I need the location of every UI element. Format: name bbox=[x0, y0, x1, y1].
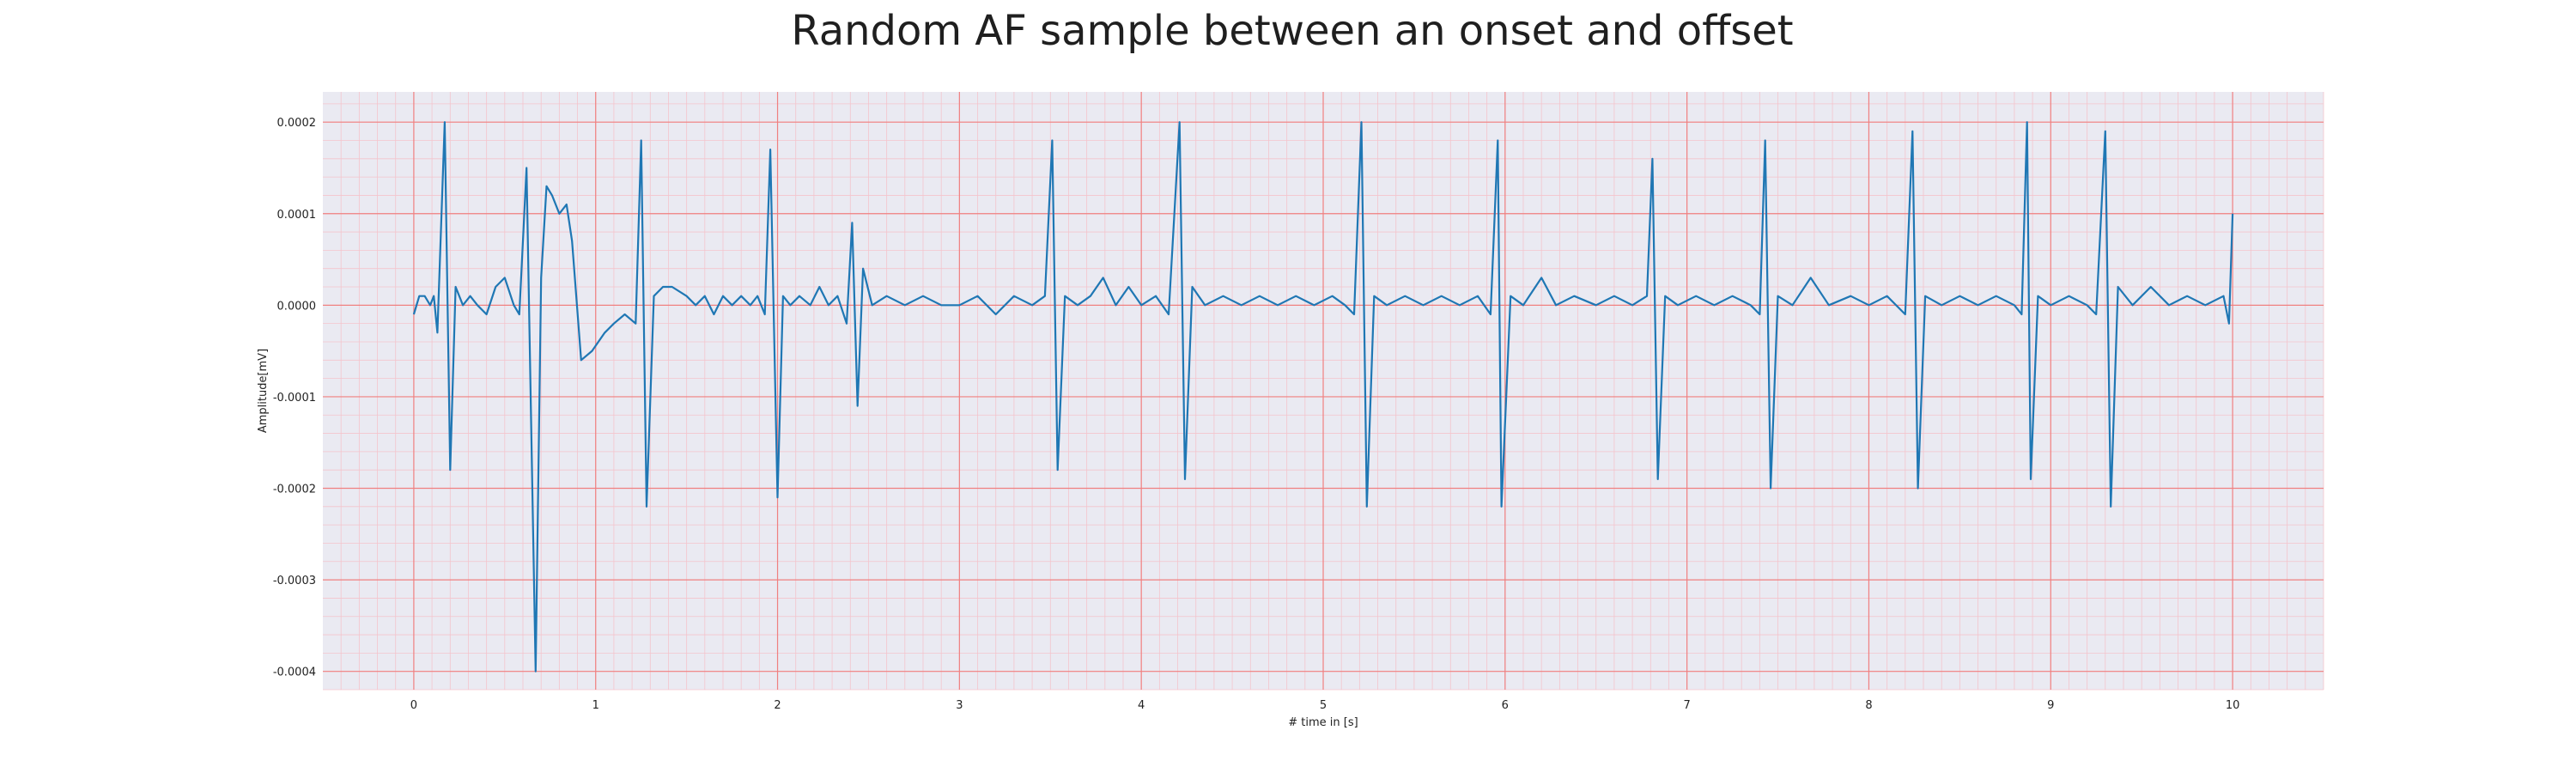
y-tick-label: -0.0001 bbox=[273, 392, 316, 405]
x-axis-label: # time in [s] bbox=[1288, 716, 1358, 729]
x-tick-label: 8 bbox=[1865, 699, 1872, 712]
x-tick-label: 7 bbox=[1683, 699, 1690, 712]
chart-title: Random AF sample between an onset and of… bbox=[791, 7, 1794, 55]
x-tick-label: 9 bbox=[2047, 699, 2054, 712]
x-tick-label: 0 bbox=[410, 699, 417, 712]
signal-line bbox=[412, 121, 2234, 673]
x-tick-label: 6 bbox=[1502, 699, 1509, 712]
x-tick-label: 4 bbox=[1138, 699, 1145, 712]
y-tick-label: -0.0004 bbox=[273, 666, 316, 679]
x-tick-label: 2 bbox=[774, 699, 781, 712]
y-tick-label: 0.0000 bbox=[277, 300, 317, 313]
y-tick-label: -0.0003 bbox=[273, 575, 316, 587]
y-tick-label: 0.0001 bbox=[277, 209, 317, 222]
x-tick-label: 10 bbox=[2226, 699, 2240, 712]
major-grid bbox=[323, 92, 2324, 690]
x-tick-label: 5 bbox=[1320, 699, 1327, 712]
x-tick-labels: 0 1 2 3 4 5 6 7 8 9 10 bbox=[410, 699, 2240, 712]
y-axis-label: Amplitude[mV] bbox=[257, 349, 270, 433]
y-tick-label: 0.0002 bbox=[277, 117, 317, 130]
x-tick-label: 1 bbox=[592, 699, 599, 712]
x-tick-label: 3 bbox=[956, 699, 963, 712]
y-tick-label: -0.0002 bbox=[273, 484, 316, 496]
y-tick-labels: 0.0002 0.0001 0.0000 -0.0001 -0.0002 -0.0003 -… bbox=[273, 117, 316, 679]
